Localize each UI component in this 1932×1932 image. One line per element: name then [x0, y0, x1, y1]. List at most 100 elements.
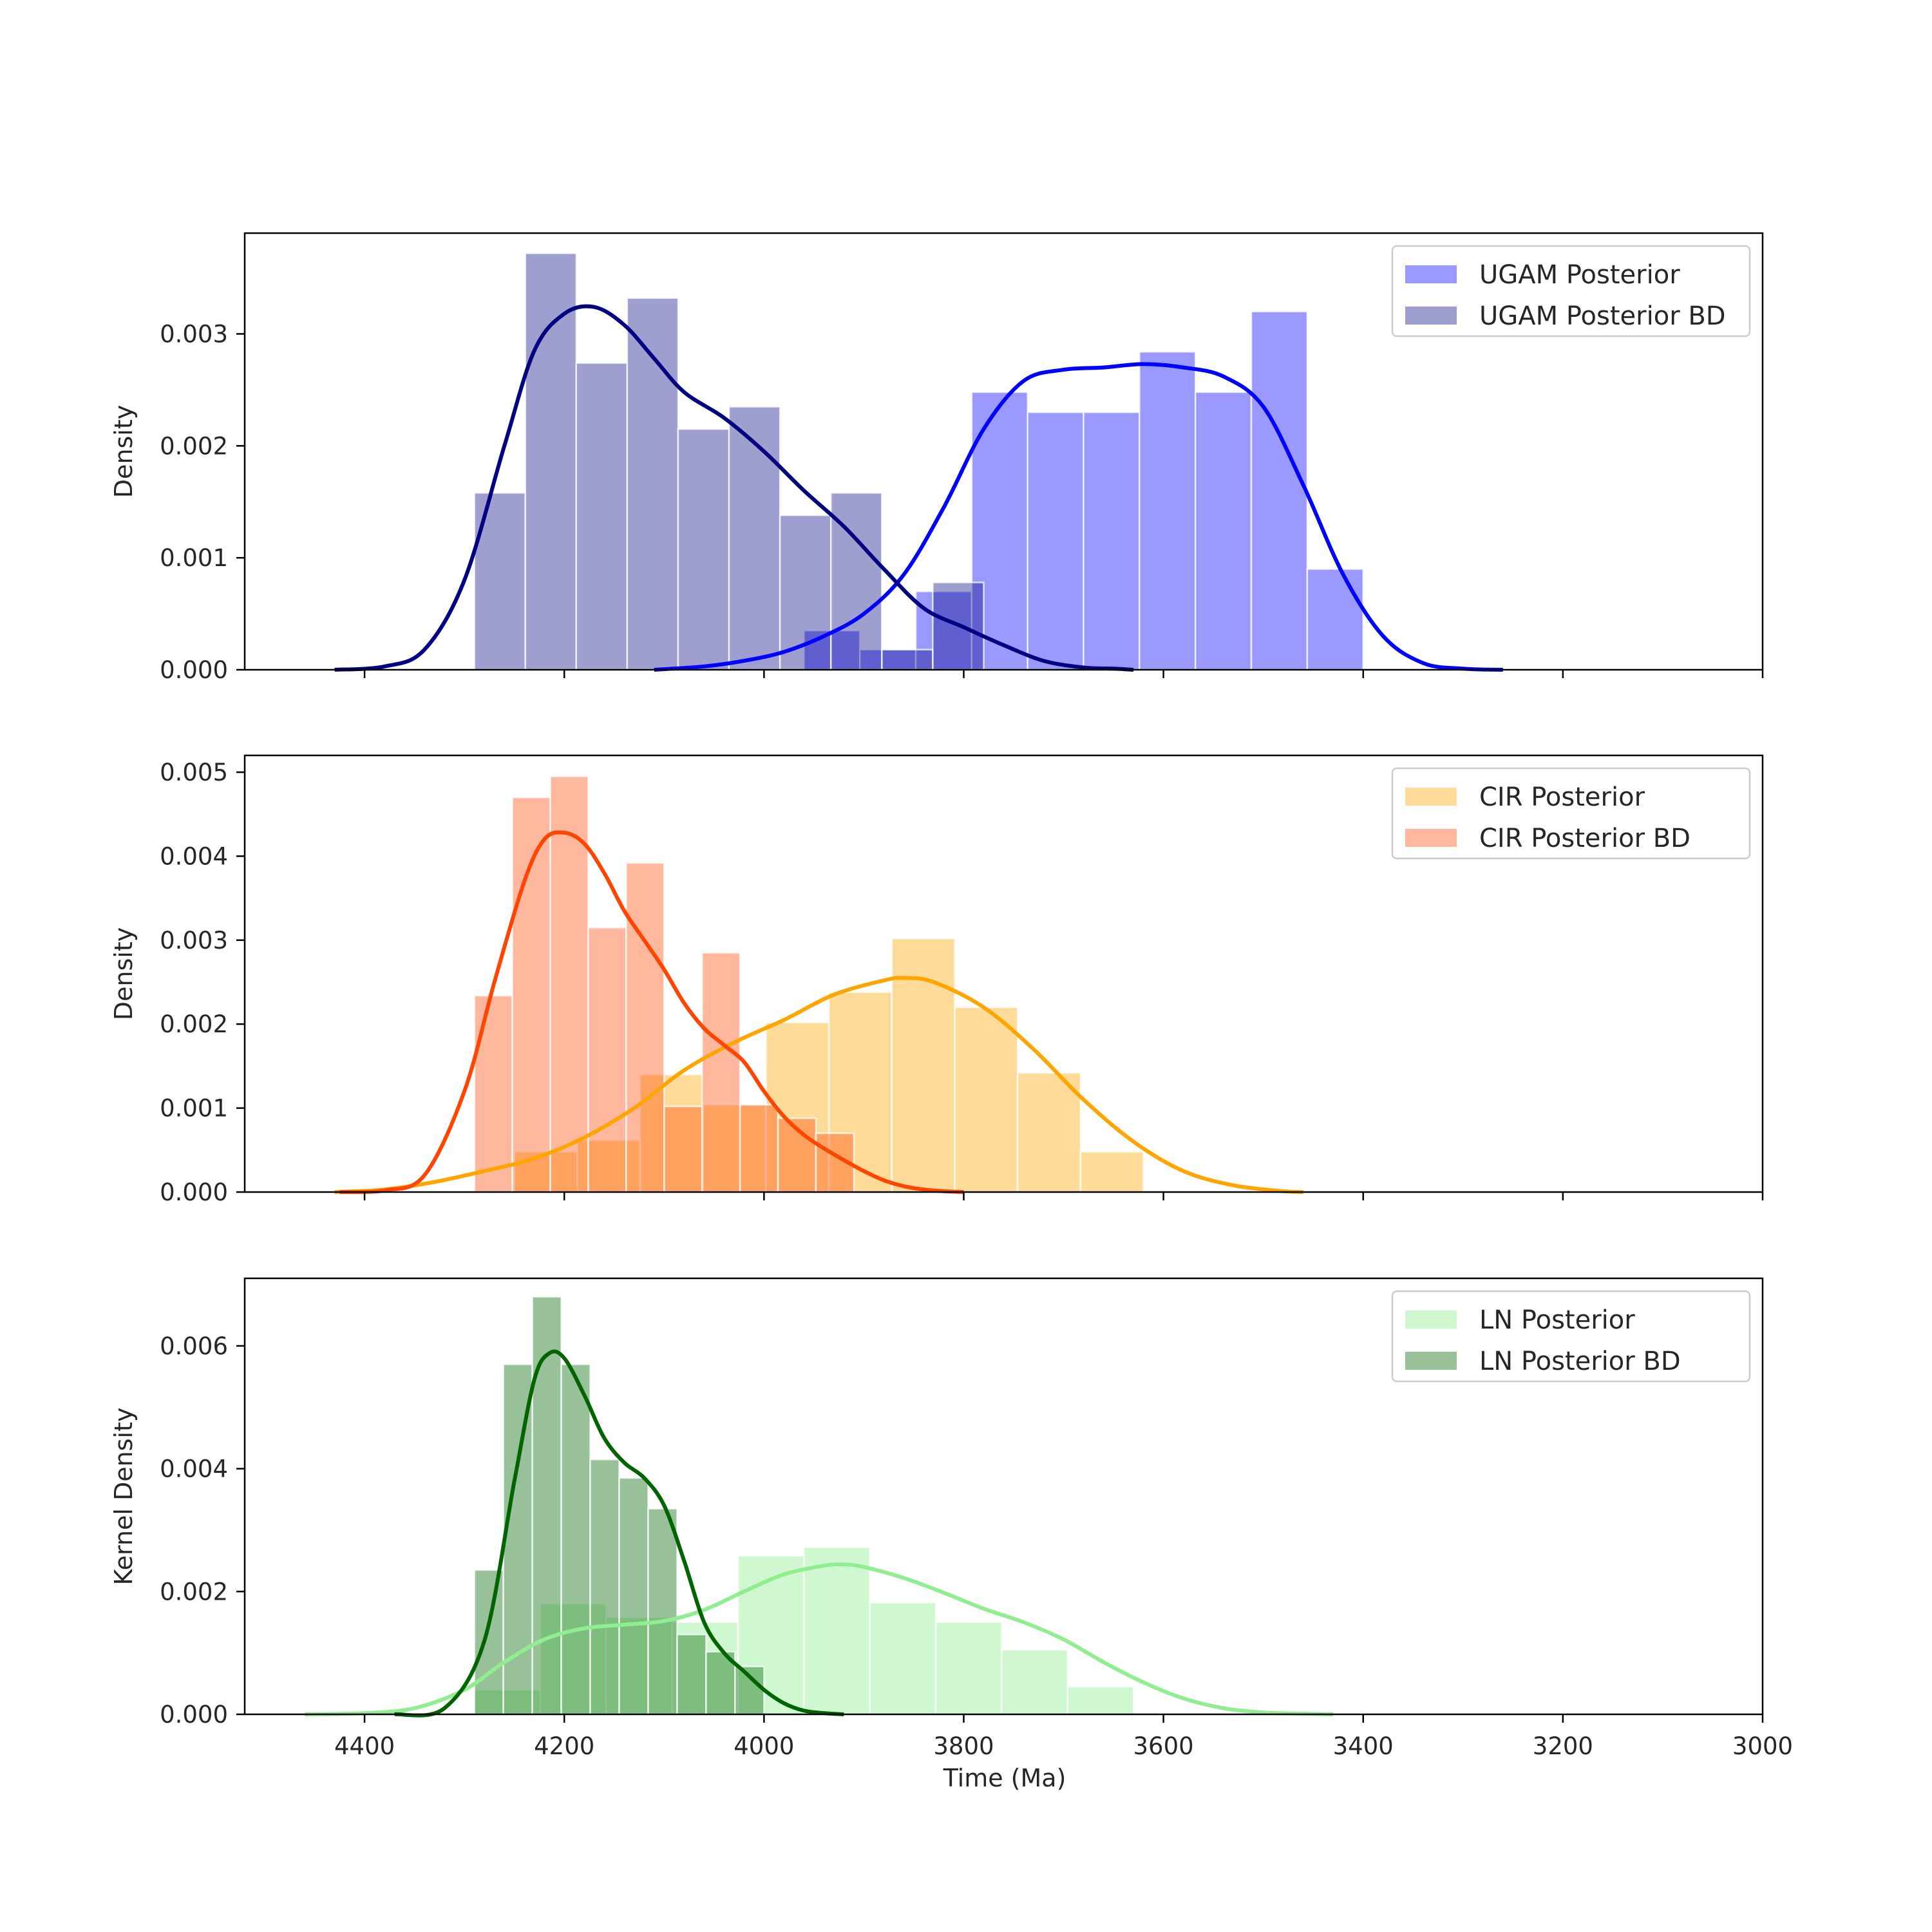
histogram-bar [1027, 411, 1084, 671]
y-axis-label: Density [109, 405, 138, 498]
x-tick-label: 4200 [534, 1732, 594, 1760]
y-tick-label: 0.002 [160, 1578, 228, 1605]
axes-frame [243, 232, 1764, 671]
legend-frame [1391, 767, 1751, 860]
histogram-bar [869, 1602, 937, 1716]
histogram-bar [739, 1104, 779, 1193]
legend-swatch [1405, 1352, 1457, 1370]
legend-swatch [1405, 1311, 1457, 1329]
x-axis-label: Time (Ma) [943, 1764, 1066, 1792]
legend: CIR Posterior CIR Posterior BD [1391, 767, 1751, 860]
y-tick-label: 0.000 [160, 1701, 228, 1728]
legend-frame [1391, 245, 1751, 337]
histogram-cir-posterior-bd [473, 775, 855, 1193]
legend-swatch [1405, 307, 1457, 325]
histogram-bar [511, 796, 551, 1193]
histogram-bar [1066, 1685, 1135, 1716]
histogram-bar [473, 1569, 504, 1716]
legend-entry: LN Posterior [1479, 1305, 1635, 1335]
histogram-bar [705, 1651, 736, 1716]
histogram-bar [618, 1477, 649, 1716]
histogram-bar [549, 775, 589, 1193]
histogram-bar [954, 1006, 1019, 1193]
y-tick-label: 0.000 [160, 1179, 228, 1206]
histogram-bar [560, 1363, 591, 1716]
histogram-ugam-posterior-bd [473, 252, 985, 671]
histogram-bar [1139, 351, 1197, 671]
histogram-bar [539, 1603, 607, 1716]
histogram-bar [676, 1633, 707, 1716]
legend: UGAM Posterior UGAM Posterior BD [1391, 245, 1751, 337]
histogram-bar [589, 1459, 620, 1716]
y-tick-label: 0.005 [160, 759, 228, 786]
histogram-bar [737, 1555, 805, 1716]
histogram-bar [734, 1665, 765, 1716]
histogram-bar [677, 428, 730, 671]
legend-entry: CIR Posterior [1479, 782, 1645, 812]
histogram-bar [701, 952, 741, 1193]
legend-entry: CIR Posterior BD [1479, 824, 1690, 853]
x-tick-label: 3000 [1732, 1732, 1793, 1760]
legend-entry: UGAM Posterior BD [1479, 301, 1726, 331]
x-tick-label: 4400 [334, 1732, 395, 1760]
panel-ugam: 0.000 0.001 0.002 0.003 Density UGAM Posterio… [109, 232, 1764, 684]
legend-frame [1391, 1290, 1751, 1383]
y-tick-label: 0.002 [160, 432, 228, 460]
histogram-bar [702, 1104, 767, 1193]
legend-swatch [1405, 265, 1457, 283]
histogram-bar [575, 362, 629, 671]
histogram-bar [587, 927, 627, 1193]
x-tick-label: 3800 [933, 1732, 994, 1760]
x-tick-label: 3400 [1333, 1732, 1394, 1760]
legend-swatch [1405, 829, 1457, 847]
kde-curve-cir-posterior-bd [339, 830, 964, 1195]
y-axis-label: Kernel Density [109, 1408, 138, 1586]
legend: LN Posterior LN Posterior BD [1391, 1290, 1751, 1383]
histogram-bar [625, 862, 665, 1193]
histogram-bar [473, 994, 513, 1193]
histogram-bar [1194, 391, 1253, 671]
y-tick-label: 0.001 [160, 544, 228, 572]
axes-frame [243, 1277, 1764, 1716]
histogram-bar [815, 1132, 855, 1193]
histogram-bar [779, 514, 832, 671]
histogram-bar [1079, 1151, 1144, 1193]
y-axis-label: Density [109, 927, 138, 1020]
histogram-bar [934, 1621, 1003, 1716]
histogram-bar [803, 629, 861, 671]
y-tick-label: 0.004 [160, 842, 228, 870]
x-tick-label: 3600 [1133, 1732, 1194, 1760]
y-tick-label: 0.002 [160, 1010, 228, 1038]
kde-curve-ugam-posterior-bd [334, 304, 1134, 672]
histogram-bar [1250, 310, 1309, 671]
histogram-bar [1001, 1649, 1068, 1716]
kde-curve-cir-posterior [334, 976, 1303, 1194]
kde-curve-ugam-posterior [654, 362, 1503, 672]
kde-curve-ln-posterior [304, 1562, 1334, 1716]
histogram-bar [663, 1105, 703, 1193]
histogram-bar [803, 1546, 871, 1716]
histogram-bar [531, 1296, 562, 1716]
y-tick-label: 0.003 [160, 320, 228, 348]
y-tick-label: 0.006 [160, 1332, 228, 1360]
y-tick-label: 0.004 [160, 1455, 228, 1483]
histogram-bar [626, 297, 679, 671]
x-tick-label: 3200 [1533, 1732, 1593, 1760]
panel-ln: 0.000 0.002 0.004 0.006 4400 4200 4000 3800 3600… [109, 1277, 1793, 1760]
histogram-bar [647, 1508, 678, 1716]
kde-curve-ln-posterior-bd [394, 1349, 844, 1718]
legend-swatch [1405, 788, 1457, 806]
histogram-bar [1306, 568, 1364, 671]
y-tick-label: 0.001 [160, 1095, 228, 1122]
histogram-ugam-posterior [803, 310, 1364, 671]
y-tick-label: 0.003 [160, 927, 228, 954]
histogram-bar [1016, 1072, 1082, 1193]
legend-entry: LN Posterior BD [1479, 1347, 1681, 1376]
y-tick-label: 0.000 [160, 656, 228, 684]
histogram-ln-posterior [473, 1546, 1135, 1716]
panel-cir: 0.000 0.001 0.002 0.003 0.004 0.005 Density CIR… [109, 754, 1764, 1206]
histogram-bar [1083, 411, 1141, 671]
histogram-bar [524, 252, 578, 671]
histogram-bar [881, 649, 934, 671]
